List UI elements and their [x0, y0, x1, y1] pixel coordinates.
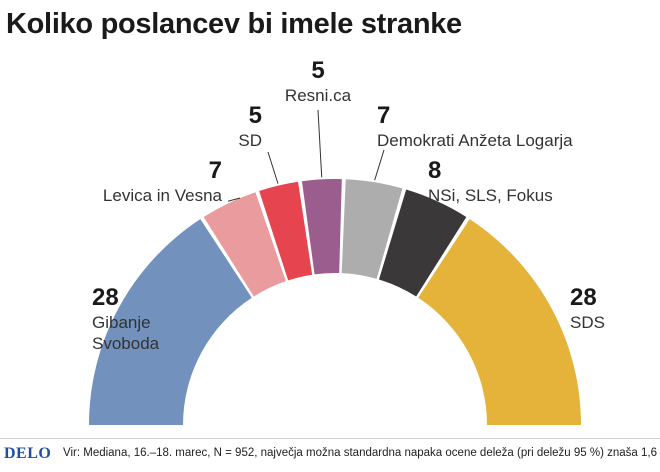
segment-sd [259, 181, 313, 281]
party-label-levica-in-vesna: Levica in Vesna [103, 186, 223, 205]
leader-line-demokrati-anzeta-logarja [374, 149, 385, 181]
leader-line-resni-ca [317, 109, 323, 178]
party-label-sd: SD [238, 131, 262, 150]
delo-logo: DELO [4, 445, 52, 462]
segment-sds [418, 219, 581, 425]
value-label-sd: 5 [249, 102, 262, 129]
chart-title: Koliko poslancev bi imele stranke [6, 8, 462, 40]
segment-resni-ca [301, 179, 342, 275]
footer: DELO Vir: Mediana, 16.–18. marec, N = 95… [0, 438, 660, 469]
leader-line-levica-in-vesna [227, 197, 241, 202]
segment-levica-in-vesna [203, 192, 286, 297]
value-label-levica-in-vesna: 7 [209, 157, 222, 184]
chart-segments [89, 179, 581, 425]
leader-line-sd [267, 151, 279, 184]
party-label-nsi-sls-fokus: NSi, SLS, Fokus [428, 186, 553, 205]
value-label-nsi-sls-fokus: 8 [428, 157, 441, 184]
segment-demokrati-anzeta-logarja [341, 179, 403, 279]
value-label-demokrati-anzeta-logarja: 7 [377, 102, 390, 129]
parliament-chart: 28 Gibanje Svoboda 7 Levica in Vesna 5 SD 5 Resn… [89, 57, 605, 425]
value-label-sds: 28 [570, 284, 597, 311]
segment-nsi-sls-fokus [378, 189, 467, 297]
party-label-gibanje-svoboda-1: Gibanje [92, 313, 151, 332]
party-label-gibanje-svoboda-2: Svoboda [92, 334, 160, 353]
chart-labels: 28 Gibanje Svoboda 7 Levica in Vesna 5 SD 5 Resn… [92, 57, 605, 353]
value-label-gibanje-svoboda: 28 [92, 284, 119, 311]
party-label-resni-ca: Resni.ca [285, 86, 352, 105]
label-leader-lines [227, 109, 385, 202]
value-label-resni-ca: 5 [311, 57, 324, 84]
party-label-sds: SDS [570, 313, 605, 332]
source-note: Vir: Mediana, 16.–18. marec, N = 952, na… [63, 447, 660, 459]
party-label-demokrati-anzeta-logarja: Demokrati Anžeta Logarja [377, 131, 573, 150]
segment-gibanje-svoboda [89, 219, 252, 425]
